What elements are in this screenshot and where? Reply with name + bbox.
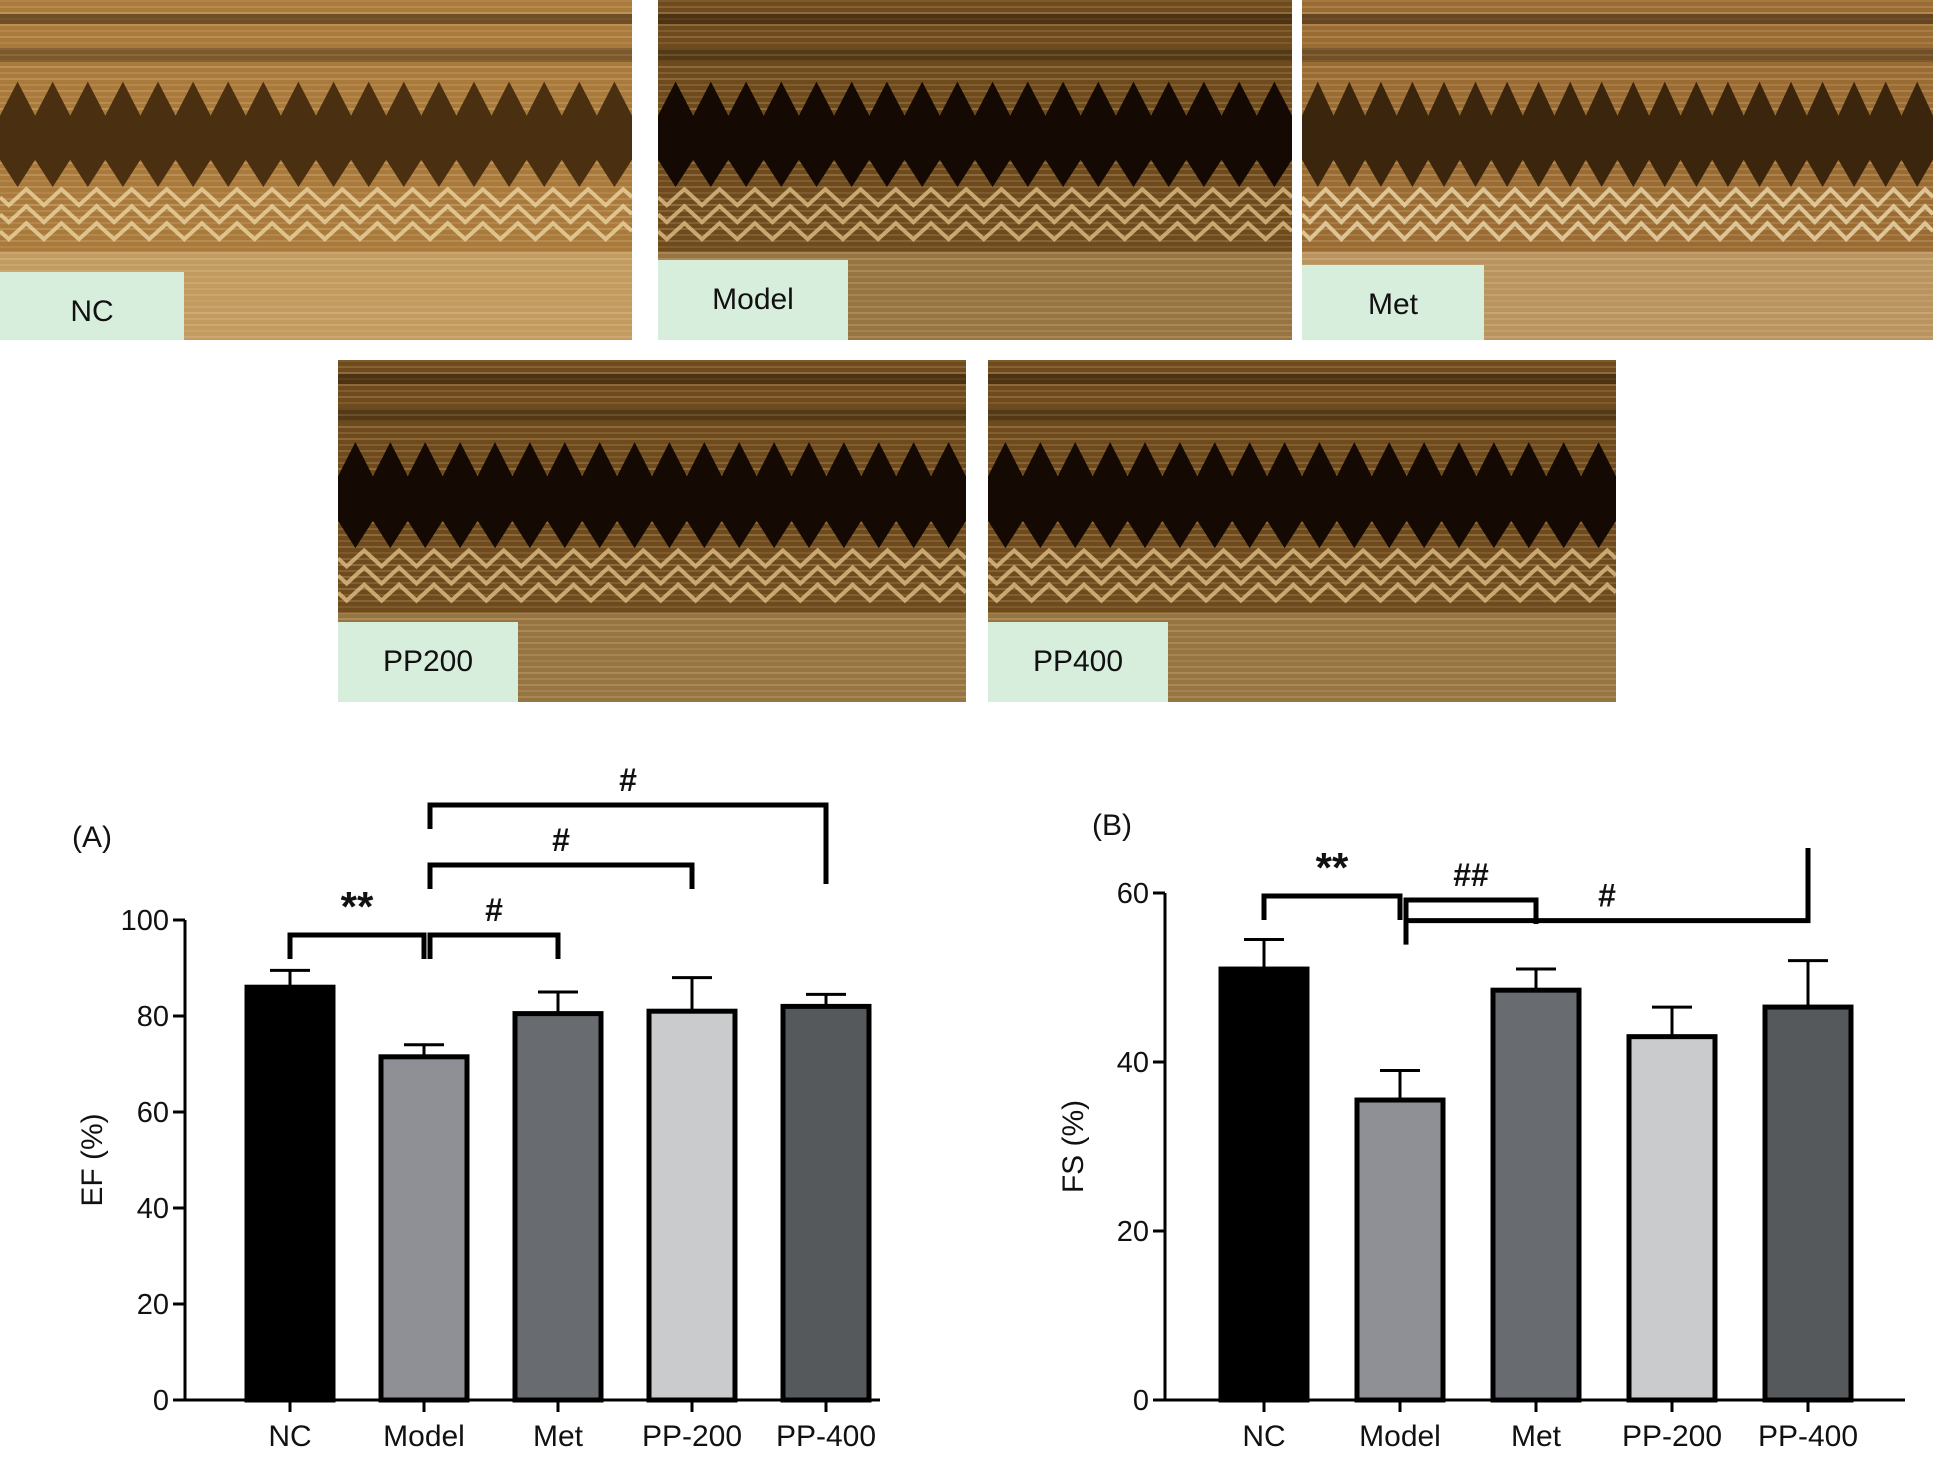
x-tick-label: PP-200	[642, 1420, 742, 1453]
y-axis-label: FS (%)	[1057, 1100, 1090, 1193]
y-tick-label: 100	[121, 905, 169, 937]
chart-fs: (B) FS (%) 0 20 40 60 NC Model Met PP-200 PP-400 **…	[1057, 809, 1905, 1453]
significance-symbol: ##	[1453, 857, 1489, 893]
x-tick-label: Met	[533, 1420, 584, 1453]
echo-image-pp400	[988, 360, 1616, 702]
significance-symbol: #	[619, 762, 637, 798]
echo-image-nc	[0, 0, 632, 340]
significance-symbol: **	[341, 883, 374, 930]
echo-panel-met: Met	[1302, 0, 1933, 340]
y-tick-label: 20	[1117, 1216, 1149, 1248]
x-tick-label: Model	[1359, 1420, 1441, 1453]
x-tick-label: Model	[383, 1420, 465, 1453]
chart-panel-label: (B)	[1092, 809, 1132, 842]
y-tick-label: 40	[1117, 1047, 1149, 1079]
echo-label-pp400: PP400	[988, 622, 1168, 702]
significance-bracket	[427, 802, 829, 884]
echo-label-pp200: PP200	[338, 622, 518, 702]
echo-label-nc: NC	[0, 272, 184, 340]
y-tick-label: 20	[137, 1289, 169, 1321]
bar-pp-400	[1762, 1004, 1854, 1403]
y-axis-label: EF (%)	[76, 1113, 109, 1206]
x-tick-label: PP-400	[1758, 1420, 1858, 1453]
significance-bracket	[1403, 897, 1539, 924]
x-tick-label: NC	[1242, 1420, 1285, 1453]
y-tick-label: 0	[1133, 1385, 1149, 1417]
y-tick-label: 60	[1117, 878, 1149, 910]
echo-panel-model: Model	[658, 0, 1292, 340]
y-tick-label: 60	[137, 1097, 169, 1129]
x-tick-label: NC	[268, 1420, 311, 1453]
bar-nc	[1218, 966, 1310, 1403]
bar-pp-400	[780, 1003, 872, 1403]
x-tick-label: Met	[1511, 1420, 1562, 1453]
significance-symbol: #	[1598, 878, 1616, 914]
x-tick-label: PP-400	[776, 1420, 876, 1453]
bar-met	[1490, 987, 1582, 1403]
significance-symbol: #	[552, 822, 570, 858]
bar-nc	[244, 984, 336, 1403]
y-tick-label: 40	[137, 1193, 169, 1225]
echo-panel-nc: NC	[0, 0, 632, 340]
bar-model	[1354, 1097, 1446, 1403]
significance-bracket	[427, 932, 561, 959]
echo-label-model: Model	[658, 260, 848, 340]
echo-panel-pp200: PP200	[338, 360, 966, 702]
y-tick-label: 80	[137, 1001, 169, 1033]
y-tick-label: 0	[153, 1385, 169, 1417]
bar-model	[378, 1054, 470, 1403]
echo-label-met: Met	[1302, 265, 1484, 340]
significance-symbol: **	[1316, 844, 1349, 891]
bar-met	[512, 1011, 604, 1403]
significance-bracket	[1403, 848, 1811, 945]
significance-bracket	[427, 862, 695, 889]
echo-panel-pp400: PP400	[988, 360, 1616, 702]
significance-bracket	[1261, 893, 1403, 920]
bar-pp-200	[646, 1008, 738, 1403]
chart-ef: (A) EF (%) 0 20 40 60 80 100 NC Model Met PP-200 PP-…	[72, 762, 880, 1453]
chart-panel-label: (A)	[72, 821, 112, 854]
x-tick-label: PP-200	[1622, 1420, 1722, 1453]
significance-symbol: #	[485, 892, 503, 928]
bar-pp-200	[1626, 1034, 1718, 1403]
significance-bracket	[287, 932, 427, 959]
